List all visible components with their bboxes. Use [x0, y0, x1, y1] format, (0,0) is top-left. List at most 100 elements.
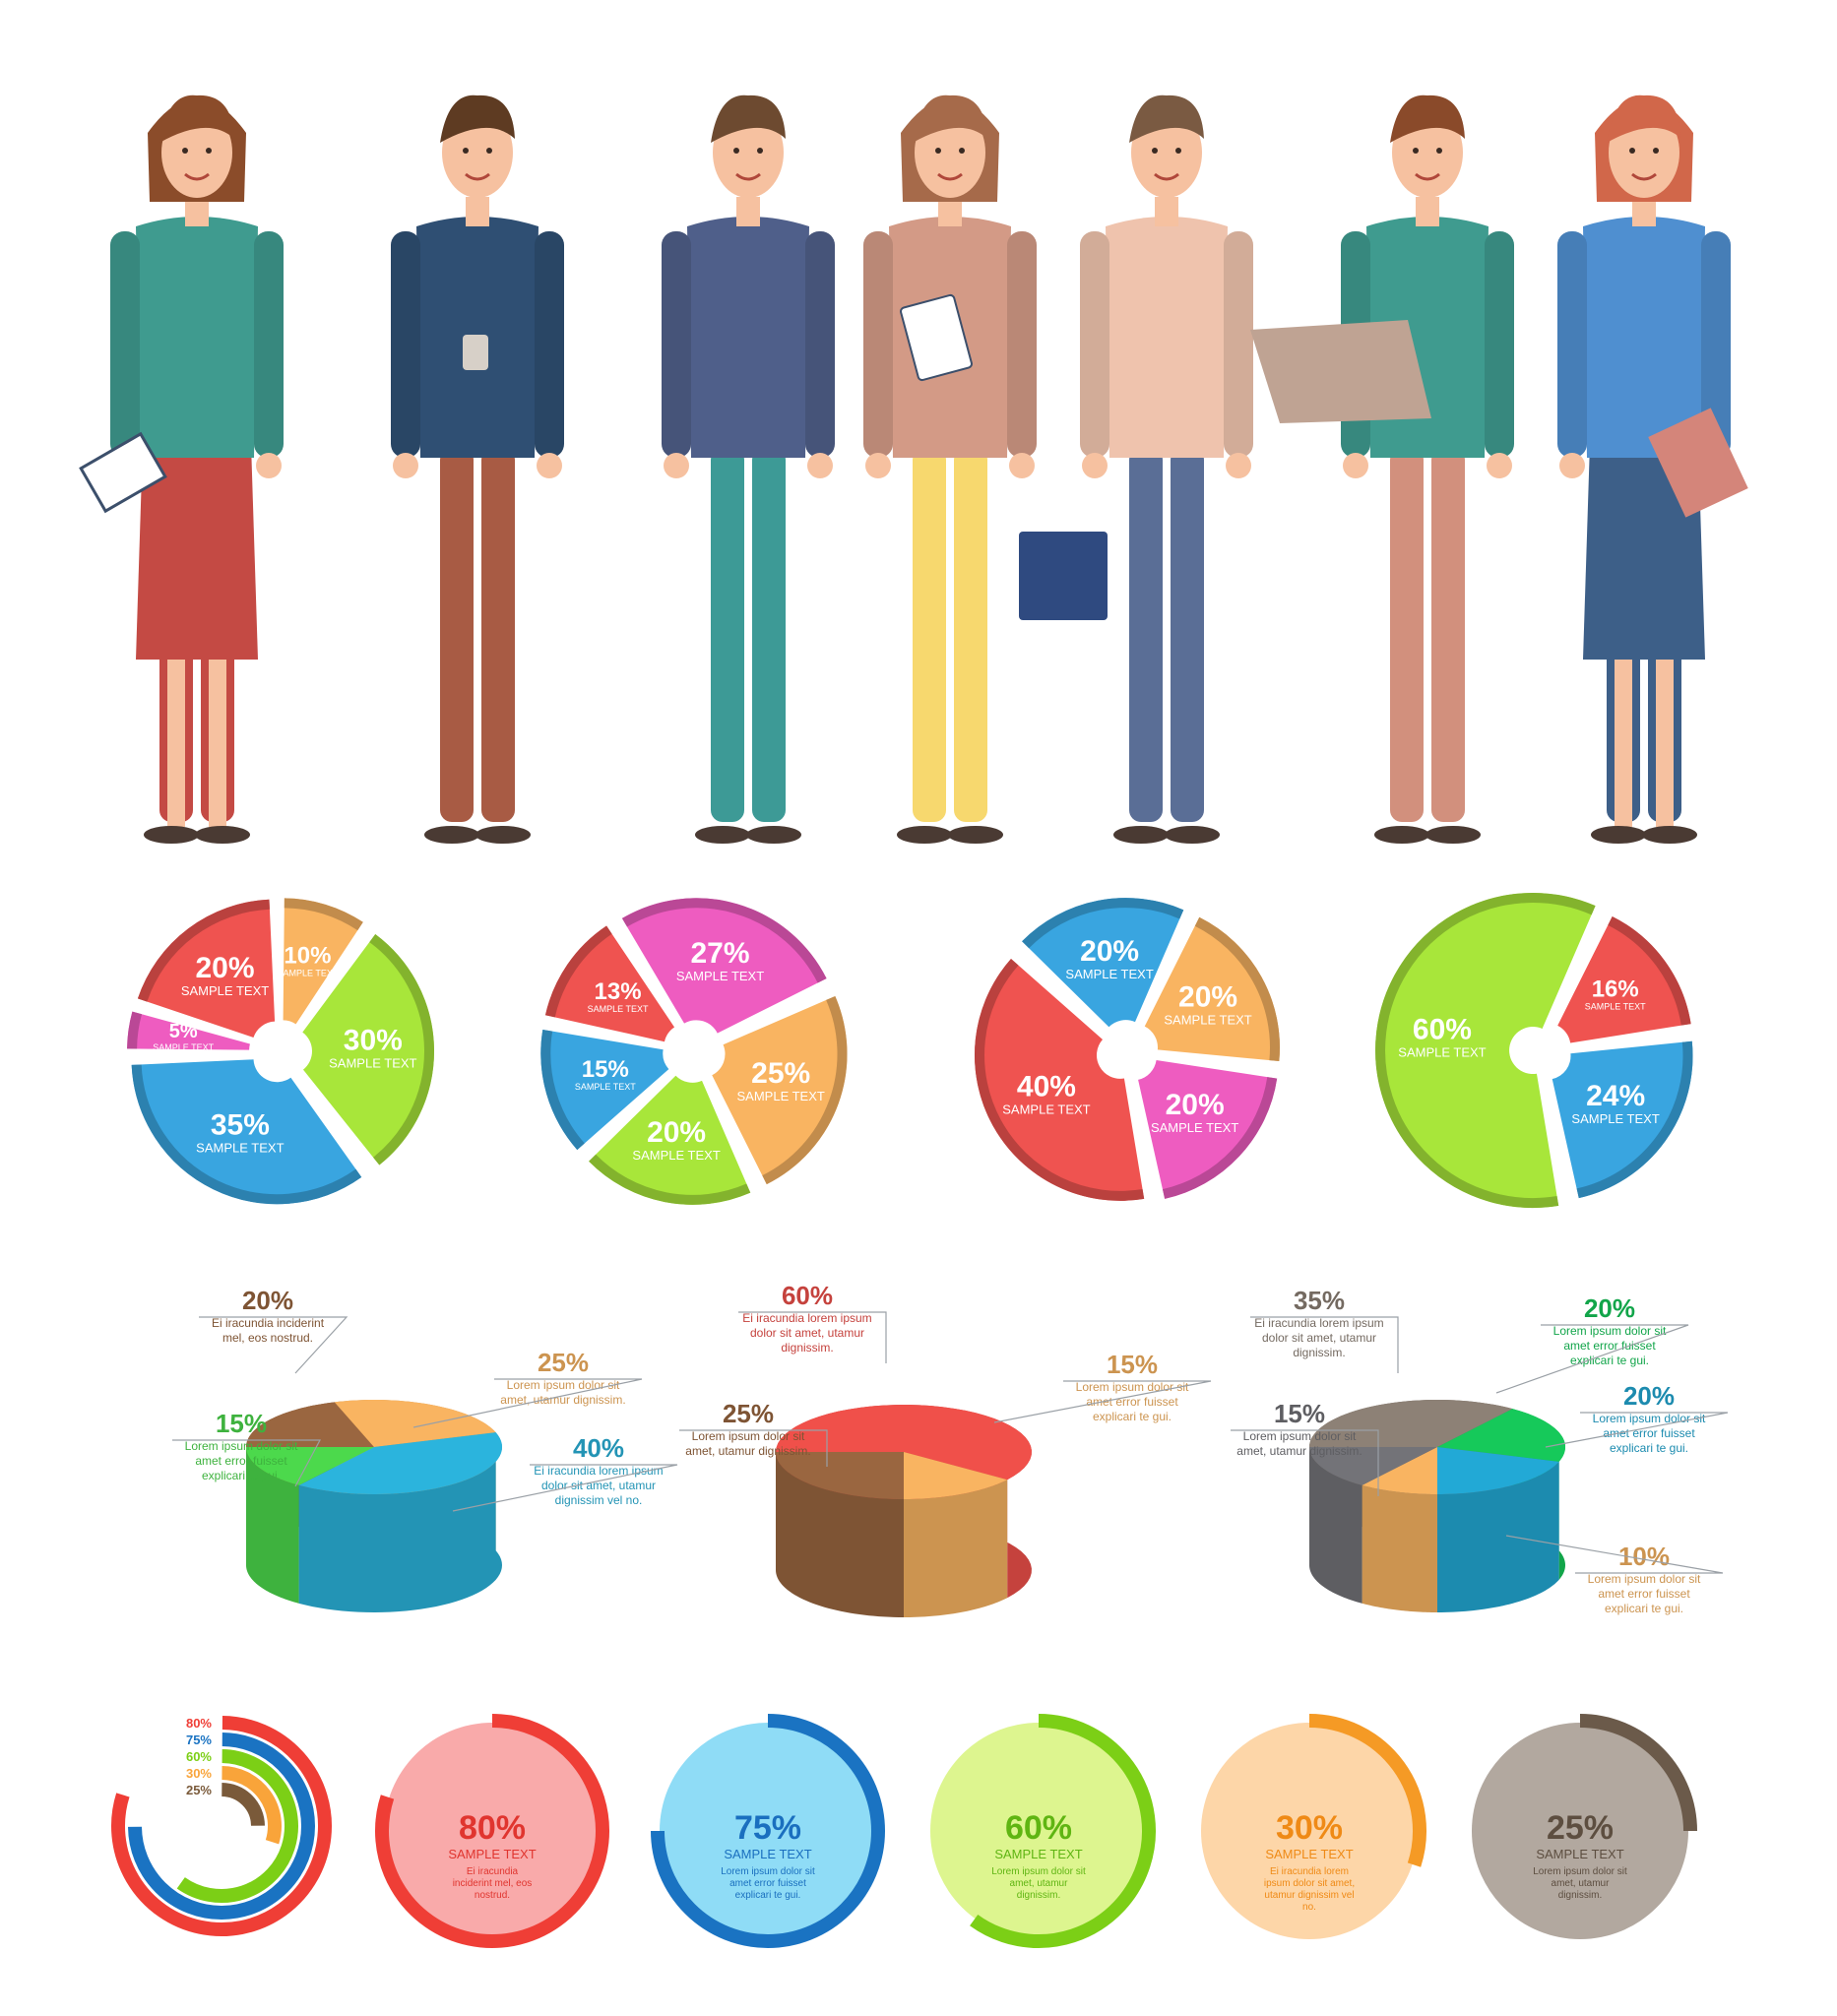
- person-eye: [959, 148, 965, 154]
- person-shoe: [948, 826, 1003, 844]
- 3d-pie-description-line: Lorem ipsum dolor sit: [1243, 1429, 1357, 1443]
- 3d-pie-side: [246, 1447, 299, 1604]
- people-illustration: [79, 94, 1748, 844]
- person-smile: [937, 172, 963, 181]
- person-hand: [393, 453, 418, 478]
- person-arm: [1485, 231, 1514, 458]
- person-hand: [256, 453, 282, 478]
- person-eye: [935, 148, 941, 154]
- pie-slice-caption: SAMPLE TEXT: [575, 1082, 636, 1092]
- ring-chart-description-line: amet error fuisset: [729, 1878, 806, 1889]
- person-arm: [1080, 231, 1109, 458]
- person-shoe: [1591, 826, 1646, 844]
- ring-chart-caption: SAMPLE TEXT: [724, 1847, 811, 1861]
- 3d-pie-description: Lorem ipsum dolor sit amet error fuisset e…: [1076, 1380, 1189, 1423]
- concentric-ring-arc: [222, 1766, 282, 1845]
- pie-slice-rim: [762, 995, 848, 1185]
- person-arm: [1224, 231, 1253, 458]
- pie-slice-value: 20%: [1166, 1089, 1225, 1121]
- 3d-pie-leader: [1250, 1316, 1399, 1373]
- ring-chart-caption: SAMPLE TEXT: [1536, 1847, 1623, 1861]
- person-hair: [913, 94, 987, 143]
- person-shoe: [424, 826, 479, 844]
- pie-slice-caption: SAMPLE TEXT: [196, 1140, 284, 1155]
- pie-slice-rim: [1576, 1040, 1693, 1199]
- person-leg: [1656, 660, 1674, 827]
- person-smile: [1154, 172, 1179, 181]
- pie-slice-caption: SAMPLE TEXT: [153, 1042, 214, 1052]
- person-arm: [391, 231, 420, 458]
- pie-slice-value: 40%: [1017, 1070, 1076, 1102]
- 3d-pie-description-line: Lorem ipsum dolor sit: [1593, 1412, 1706, 1425]
- pie-slice-rim: [544, 925, 612, 1018]
- person-leg: [481, 448, 515, 822]
- 3d-pie-top: [1437, 1409, 1565, 1462]
- ring-chart-description-line: dignissim.: [1558, 1890, 1602, 1901]
- person-eye: [182, 148, 188, 154]
- person-arm: [662, 231, 691, 458]
- 3d-pie-description-line: amet, utamur dignissim.: [500, 1393, 625, 1407]
- 3d-pie-description-line: Lorem ipsum dolor sit: [1076, 1380, 1189, 1394]
- person-leg: [209, 660, 226, 827]
- pie-slice-rim: [1162, 1077, 1278, 1199]
- ring-chart-2: 75%SAMPLE TEXT Lorem ipsum dolor sit amet …: [651, 1714, 885, 1948]
- 3d-pie-description-line: explicari te gui.: [1570, 1354, 1649, 1367]
- person-hand: [537, 453, 562, 478]
- person-shoe: [1425, 826, 1481, 844]
- pie-slice-value: 35%: [211, 1108, 270, 1141]
- clipboard-icon: [79, 431, 167, 514]
- person-neck: [736, 197, 760, 226]
- person-torso: [687, 217, 809, 458]
- 3d-pie-description: Ei iracundia inciderint mel, eos nostrud.: [212, 1316, 325, 1345]
- person-neck: [466, 197, 489, 226]
- concentric-ring-label: 30%: [186, 1766, 212, 1781]
- person-shoe: [195, 826, 250, 844]
- ring-chart-4: 30%SAMPLE TEXT Ei iracundia lorem ipsum do…: [1201, 1714, 1426, 1939]
- 3d-pie-description-line: dolor sit amet, utamur: [1262, 1331, 1376, 1345]
- person-leg: [440, 448, 474, 822]
- pie-slice-rim: [621, 898, 827, 983]
- person-smile: [1415, 172, 1440, 181]
- pie-slice-value: 27%: [690, 937, 749, 970]
- person-hand: [1009, 453, 1035, 478]
- 3d-pie-value: 25%: [538, 1348, 589, 1377]
- 3d-pie-top: [1437, 1447, 1559, 1494]
- pie-slice-value: 60%: [1413, 1014, 1472, 1046]
- person-eye: [486, 148, 492, 154]
- 3d-pie-top: [1309, 1400, 1513, 1447]
- person-eye: [206, 148, 212, 154]
- 3d-pie-description-line: Lorem ipsum dolor sit: [1588, 1572, 1701, 1586]
- ring-chart-fill: [930, 1723, 1147, 1939]
- ring-chart-value: 60%: [1005, 1809, 1072, 1847]
- 3d-pie-charts: 20%Ei iracundia inciderint mel, eos nostr…: [172, 1281, 1729, 1617]
- person-arm: [863, 231, 893, 458]
- 3d-pie-description-line: Lorem ipsum dolor sit: [185, 1439, 298, 1453]
- 3d-pie-top: [246, 1402, 374, 1447]
- pie-slice: 20%SAMPLE TEXT: [1144, 916, 1280, 1062]
- pie-slice-fill: [975, 959, 1145, 1201]
- person-torso: [1583, 217, 1705, 458]
- pie-slice: 27%SAMPLE TEXT: [621, 898, 827, 1034]
- person-hand: [865, 453, 891, 478]
- pie-slice-fill: [1557, 915, 1691, 1043]
- pie-slice-rim: [1375, 893, 1596, 1208]
- ring-chart-fill: [384, 1723, 601, 1939]
- coffee-cup-icon: [463, 335, 488, 370]
- 3d-pie-description-line: Ei iracundia lorem ipsum: [534, 1464, 663, 1478]
- 3d-pie-leader: [679, 1429, 828, 1467]
- ring-chart-caption: SAMPLE TEXT: [448, 1847, 536, 1861]
- 3d-pie-description: Lorem ipsum dolor sit amet, utamur dignis…: [500, 1378, 625, 1407]
- ring-chart-description-line: Ei iracundia lorem: [1270, 1866, 1349, 1877]
- 3d-pie-chart-1: 20%Ei iracundia inciderint mel, eos nostr…: [172, 1286, 678, 1612]
- pie-slice-caption: SAMPLE TEXT: [632, 1148, 720, 1163]
- ring-chart-description-line: inciderint mel, eos: [453, 1878, 533, 1889]
- person-eye: [1175, 148, 1181, 154]
- person-torso: [1106, 217, 1228, 458]
- 3d-pie-side: [904, 1480, 1008, 1617]
- 3d-pie-value: 25%: [723, 1399, 774, 1428]
- person-shoe: [897, 826, 952, 844]
- person-woman-polka-blouse: [1557, 94, 1748, 844]
- pie-slice-rim: [589, 1154, 751, 1205]
